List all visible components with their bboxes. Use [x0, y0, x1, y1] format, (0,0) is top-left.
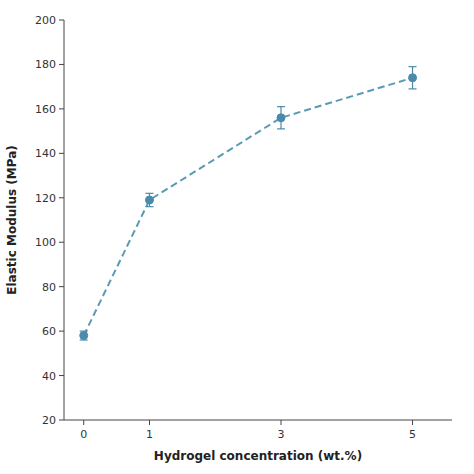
x-tick [281, 420, 282, 425]
x-tick-label: 1 [146, 428, 153, 441]
data-point [409, 74, 417, 82]
y-tick [59, 153, 64, 154]
x-axis-label: Hydrogel concentration (wt.%) [154, 449, 362, 463]
y-tick [59, 64, 64, 65]
x-axis-line [64, 420, 452, 421]
error-bar-cap [409, 88, 417, 89]
y-tick-label: 200 [35, 14, 56, 27]
y-tick [59, 331, 64, 332]
y-tick-label: 180 [35, 58, 56, 71]
error-bar-cap [145, 206, 153, 207]
data-point [145, 196, 153, 204]
y-tick-label: 100 [35, 236, 56, 249]
data-point [80, 332, 88, 340]
error-bar-cap [409, 66, 417, 67]
y-tick-label: 20 [42, 414, 56, 427]
y-tick [59, 108, 64, 109]
error-bar [277, 107, 285, 129]
y-tick-label: 120 [35, 192, 56, 205]
x-tick [412, 420, 413, 425]
y-axis-line [64, 20, 65, 420]
data-point [277, 114, 285, 122]
y-tick [59, 375, 64, 376]
x-tick [149, 420, 150, 425]
y-tick-label: 140 [35, 147, 56, 160]
y-tick [59, 420, 64, 421]
x-tick-label: 3 [278, 428, 285, 441]
error-bar-cap [277, 128, 285, 129]
y-axis-label: Elastic Modulus (MPa) [5, 145, 19, 294]
data-line [84, 78, 413, 336]
y-tick [59, 20, 64, 21]
error-bar [409, 67, 417, 89]
y-tick-label: 160 [35, 103, 56, 116]
x-tick [83, 420, 84, 425]
y-tick [59, 242, 64, 243]
x-tick-label: 0 [80, 428, 87, 441]
error-bar [80, 331, 88, 340]
y-tick-label: 40 [42, 370, 56, 383]
error-bar [145, 193, 153, 206]
error-bar-cap [145, 193, 153, 194]
plot-area [80, 67, 417, 340]
y-tick-label: 60 [42, 325, 56, 338]
chart: 0 1 3 5 20 40 60 80 100 120 140 160 180 200 Hydrogel c… [0, 0, 474, 474]
y-tick-label: 80 [42, 281, 56, 294]
y-tick [59, 197, 64, 198]
error-bar-cap [277, 106, 285, 107]
y-tick [59, 286, 64, 287]
x-tick-label: 5 [409, 428, 416, 441]
